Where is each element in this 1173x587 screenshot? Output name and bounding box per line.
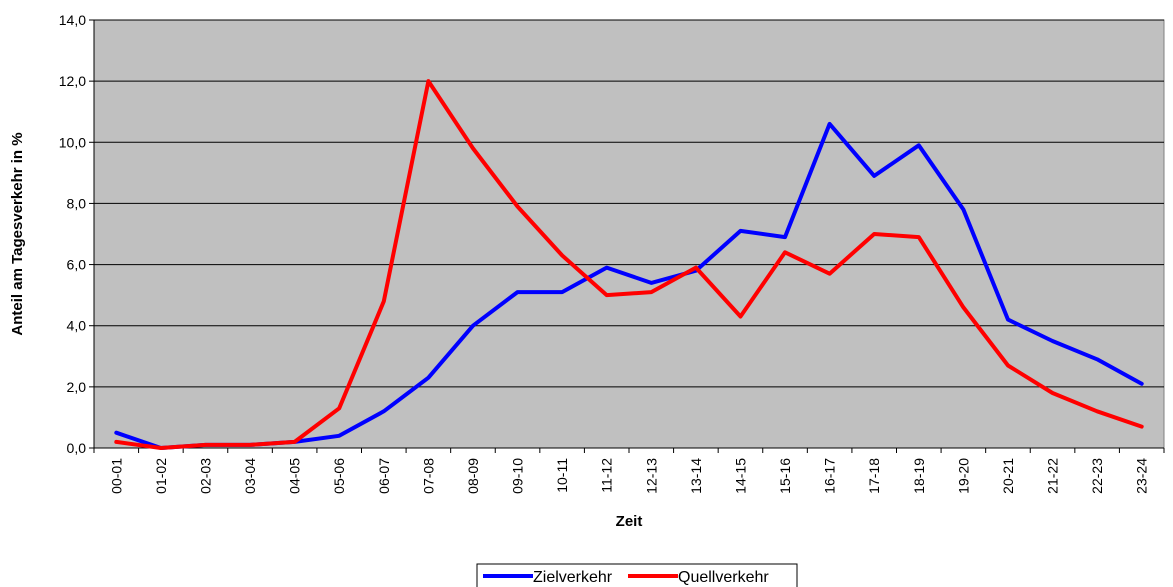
x-tick-label: 13-14 [688, 458, 704, 494]
x-tick-label: 03-04 [242, 458, 258, 494]
legend: Zielverkehr Quellverkehr [476, 563, 798, 587]
y-axis: 0,0 2,0 4,0 6,0 8,0 10,0 12,0 14,0 [59, 12, 95, 456]
x-tick-label: 22-23 [1089, 458, 1105, 494]
x-axis-title: Zeit [616, 513, 643, 530]
x-tick-label: 06-07 [376, 458, 392, 494]
y-tick-label: 6,0 [67, 257, 87, 273]
x-tick-label: 01-02 [153, 458, 169, 494]
x-tick-label: 21-22 [1045, 458, 1061, 494]
series-line-quellverkehr [114, 79, 1144, 450]
x-tick-label: 23-24 [1134, 458, 1150, 494]
y-tick-label: 10,0 [59, 134, 86, 150]
y-axis-title: Anteil am Tagesverkehr in % [9, 132, 26, 335]
x-tick-label: 11-12 [599, 458, 615, 493]
series-lines [114, 79, 1144, 450]
x-tick-label: 08-09 [465, 458, 481, 494]
legend-label-quellverkehr: Quellverkehr [678, 569, 769, 586]
x-tick-label: 07-08 [420, 458, 436, 494]
x-tick-label: 20-21 [1000, 458, 1016, 494]
x-tick-label: 18-19 [911, 458, 927, 494]
y-tick-label: 8,0 [67, 195, 87, 211]
legend-label-zielverkehr: Zielverkehr [533, 569, 613, 586]
gridlines [94, 19, 1164, 388]
x-axis: 00-01 01-02 02-03 03-04 04-05 05-06 06-07 07-08… [93, 447, 1165, 494]
x-tick-label: 04-05 [287, 458, 303, 494]
x-tick-label: 19-20 [955, 458, 971, 494]
y-tick-label: 12,0 [59, 73, 86, 89]
y-tick-label: 2,0 [67, 379, 87, 395]
x-tick-label: 00-01 [108, 458, 124, 494]
x-tick-label: 09-10 [510, 458, 526, 494]
x-tick-label: 15-16 [777, 458, 793, 494]
x-tick-label: 10-11 [554, 458, 570, 493]
x-tick-label: 05-06 [331, 458, 347, 494]
y-tick-label: 4,0 [67, 318, 87, 334]
x-tick-label: 02-03 [197, 458, 213, 494]
y-tick-label: 0,0 [67, 440, 87, 456]
x-tick-label: 17-18 [866, 458, 882, 494]
y-tick-label: 14,0 [59, 12, 86, 28]
x-tick-label: 16-17 [822, 458, 838, 494]
plot-area [93, 19, 1165, 449]
x-tick-label: 12-13 [643, 458, 659, 494]
x-tick-label: 14-15 [732, 458, 748, 494]
